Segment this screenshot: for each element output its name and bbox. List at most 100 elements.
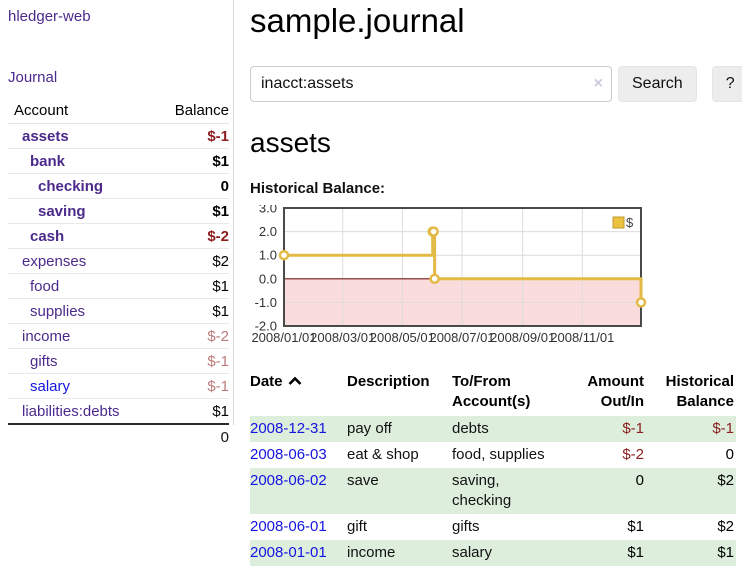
register-row[interactable]: 2008-06-03 eat & shop food, supplies $-2 0 <box>250 442 736 468</box>
account-row: saving $1 <box>8 198 229 224</box>
account-balance: 0 <box>156 173 229 199</box>
account-link[interactable]: saving <box>38 203 86 220</box>
svg-text:3.0: 3.0 <box>259 205 277 216</box>
register-description: pay off <box>347 420 392 437</box>
register-header-date[interactable]: Date <box>250 370 347 416</box>
account-balance: $1 <box>156 398 229 425</box>
register-header-amount[interactable]: Amount Out/In <box>587 373 644 410</box>
account-balance: $-2 <box>156 323 229 349</box>
svg-text:$: $ <box>626 215 634 230</box>
brand-link[interactable]: hledger-web <box>8 8 91 25</box>
svg-text:2008/01/01: 2008/01/01 <box>251 330 316 345</box>
sort-ascending-icon <box>288 372 302 392</box>
register-header-description[interactable]: Description <box>347 373 430 390</box>
account-row: gifts $-1 <box>8 348 229 374</box>
account-heading: assets <box>250 127 331 158</box>
register-balance: $2 <box>717 518 734 535</box>
register-balance: 0 <box>725 446 734 463</box>
clear-search-icon[interactable]: × <box>593 75 603 92</box>
svg-text:2008/09/01: 2008/09/01 <box>490 330 555 345</box>
register-amount: $-2 <box>622 446 644 463</box>
svg-text:2008/03/01: 2008/03/01 <box>310 330 375 345</box>
register-row[interactable]: 2008-06-01 gift gifts $1 $2 <box>250 514 736 540</box>
svg-text:2008/11/01: 2008/11/01 <box>550 330 614 345</box>
account-balance: $-1 <box>156 373 229 399</box>
account-row: expenses $2 <box>8 248 229 274</box>
account-link[interactable]: expenses <box>22 253 87 270</box>
account-row: salary $-1 <box>8 373 229 399</box>
account-balance: $2 <box>156 248 229 274</box>
accounts-header-account: Account <box>8 99 157 124</box>
page-title: sample.journal <box>250 2 465 39</box>
register-accounts: saving, checking <box>452 472 512 509</box>
register-accounts: food, supplies <box>452 446 545 463</box>
account-row: assets $-1 <box>8 123 229 149</box>
accounts-total-row: 0 <box>8 423 229 449</box>
register-date[interactable]: 2008-01-01 <box>250 544 327 561</box>
register-row[interactable]: 2008-06-02 save saving, checking 0 $2 <box>250 468 736 514</box>
account-link[interactable]: food <box>30 278 60 295</box>
register-description: income <box>347 544 396 561</box>
register-balance: $1 <box>717 544 734 561</box>
account-balance: $-2 <box>156 223 229 249</box>
account-link[interactable]: income <box>22 328 71 345</box>
register-table: Date Description To/From Account(s) Amou… <box>250 370 736 566</box>
account-balance: $1 <box>156 298 229 324</box>
account-balance: $-1 <box>156 123 229 149</box>
svg-text:-2.0: -2.0 <box>255 319 277 334</box>
search-button[interactable]: Search <box>618 66 697 102</box>
svg-text:2.0: 2.0 <box>259 224 277 239</box>
register-date[interactable]: 2008-06-03 <box>250 446 327 463</box>
register-amount: $-1 <box>622 420 644 437</box>
search-box: × <box>250 66 612 102</box>
account-balance: $1 <box>156 148 229 174</box>
register-date[interactable]: 2008-06-02 <box>250 472 327 489</box>
accounts-header-balance: Balance <box>156 99 229 124</box>
account-row: income $-2 <box>8 323 229 349</box>
search-form: × Search ? <box>250 66 742 102</box>
account-row: food $1 <box>8 273 229 299</box>
account-link[interactable]: assets <box>22 128 69 145</box>
help-button[interactable]: ? <box>711 66 742 102</box>
journal-link[interactable]: Journal <box>8 69 58 86</box>
register-description: save <box>347 472 379 489</box>
register-accounts: salary <box>452 544 493 561</box>
account-link[interactable]: salary <box>30 378 71 395</box>
account-link[interactable]: supplies <box>30 303 86 320</box>
account-balance: $1 <box>156 273 229 299</box>
svg-text:0.0: 0.0 <box>259 271 277 286</box>
register-row[interactable]: 2008-12-31 pay off debts $-1 $-1 <box>250 416 736 442</box>
brand: hledger-web <box>8 8 229 26</box>
sidebar: hledger-web Journal Account Balance asse… <box>0 0 234 586</box>
register-description: gift <box>347 518 368 535</box>
account-balance: $1 <box>156 198 229 224</box>
svg-text:2008/05/01: 2008/05/01 <box>370 330 435 345</box>
historical-balance-chart: $3.0 2.0 1.0 0.0 -1.0 -2.0 2008/01/01 2008/03/0… <box>250 201 742 354</box>
register-description: eat & shop <box>347 446 419 463</box>
journal-nav: Journal <box>8 69 229 87</box>
account-link[interactable]: liabilities:debts <box>22 403 120 420</box>
search-input[interactable] <box>250 66 612 102</box>
register-header-balance[interactable]: Historical Balance <box>665 373 734 410</box>
account-row: supplies $1 <box>8 298 229 324</box>
accounts-table: Account Balance assets $-1 bank $1 checking 0… <box>8 99 229 449</box>
svg-text:1.0: 1.0 <box>259 248 277 263</box>
account-row: checking 0 <box>8 173 229 199</box>
register-balance: $2 <box>717 472 734 489</box>
account-link[interactable]: checking <box>38 178 104 195</box>
account-row: bank $1 <box>8 148 229 174</box>
register-header-row: Date Description To/From Account(s) Amou… <box>250 370 736 416</box>
register-amount: 0 <box>635 472 644 489</box>
chart-canvas: $3.0 2.0 1.0 0.0 -1.0 -2.02008/01/012008/03/0… <box>251 201 647 345</box>
register-header-accounts[interactable]: To/From Account(s) <box>452 373 531 410</box>
account-link[interactable]: bank <box>30 153 66 170</box>
main-content: sample.journal × Search ? assets Histori… <box>234 0 742 586</box>
account-link[interactable]: gifts <box>30 353 58 370</box>
account-link[interactable]: cash <box>30 228 65 245</box>
register-accounts: debts <box>452 420 489 437</box>
register-date[interactable]: 2008-12-31 <box>250 420 327 437</box>
register-row[interactable]: 2008-01-01 income salary $1 $1 <box>250 540 736 566</box>
register-accounts: gifts <box>452 518 480 535</box>
register-date[interactable]: 2008-06-01 <box>250 518 327 535</box>
